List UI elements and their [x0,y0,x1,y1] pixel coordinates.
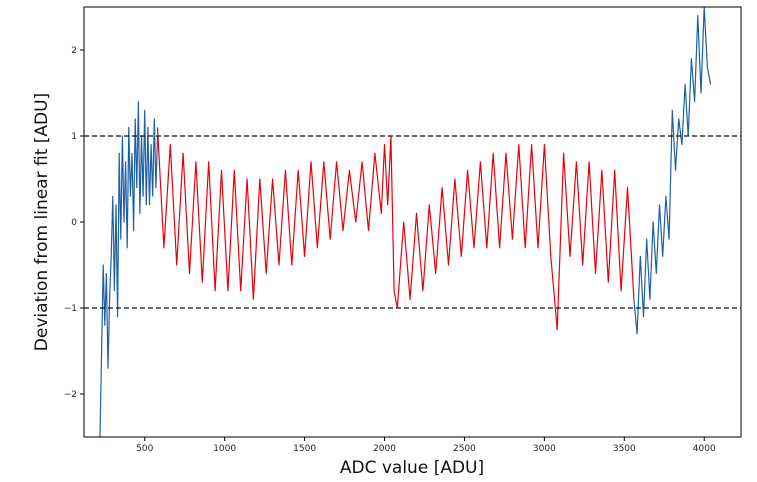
y-tick-label: 1 [71,132,77,142]
series-line-1 [156,127,398,309]
series-line-2 [396,144,635,331]
x-tick-label: 1500 [293,444,316,454]
y-axis-ticks: −2 −1 0 1 2 [64,46,84,400]
y-tick-label: 0 [71,218,77,228]
x-tick-label: 500 [136,444,153,454]
x-tick-label: 2000 [373,444,396,454]
series-line-3 [633,7,712,335]
x-tick-label: 2500 [453,444,476,454]
y-tick-label: −1 [64,304,77,314]
x-tick-label: 1000 [213,444,236,454]
y-tick-label: 2 [71,46,77,56]
x-tick-label: 3500 [613,444,636,454]
x-axis-label: ADC value [ADU] [340,458,484,478]
reference-lines [84,135,741,309]
series-layer [99,7,712,437]
x-tick-label: 4000 [693,444,716,454]
y-axis-label: Deviation from linear fit [ADU] [32,93,52,351]
x-tick-label: 3000 [533,444,556,454]
plot-frame [83,6,742,438]
x-axis-ticks: 500 1000 1500 2000 2500 3000 3500 4000 [136,437,716,454]
y-tick-label: −2 [64,390,77,400]
series-line-0 [99,100,159,437]
